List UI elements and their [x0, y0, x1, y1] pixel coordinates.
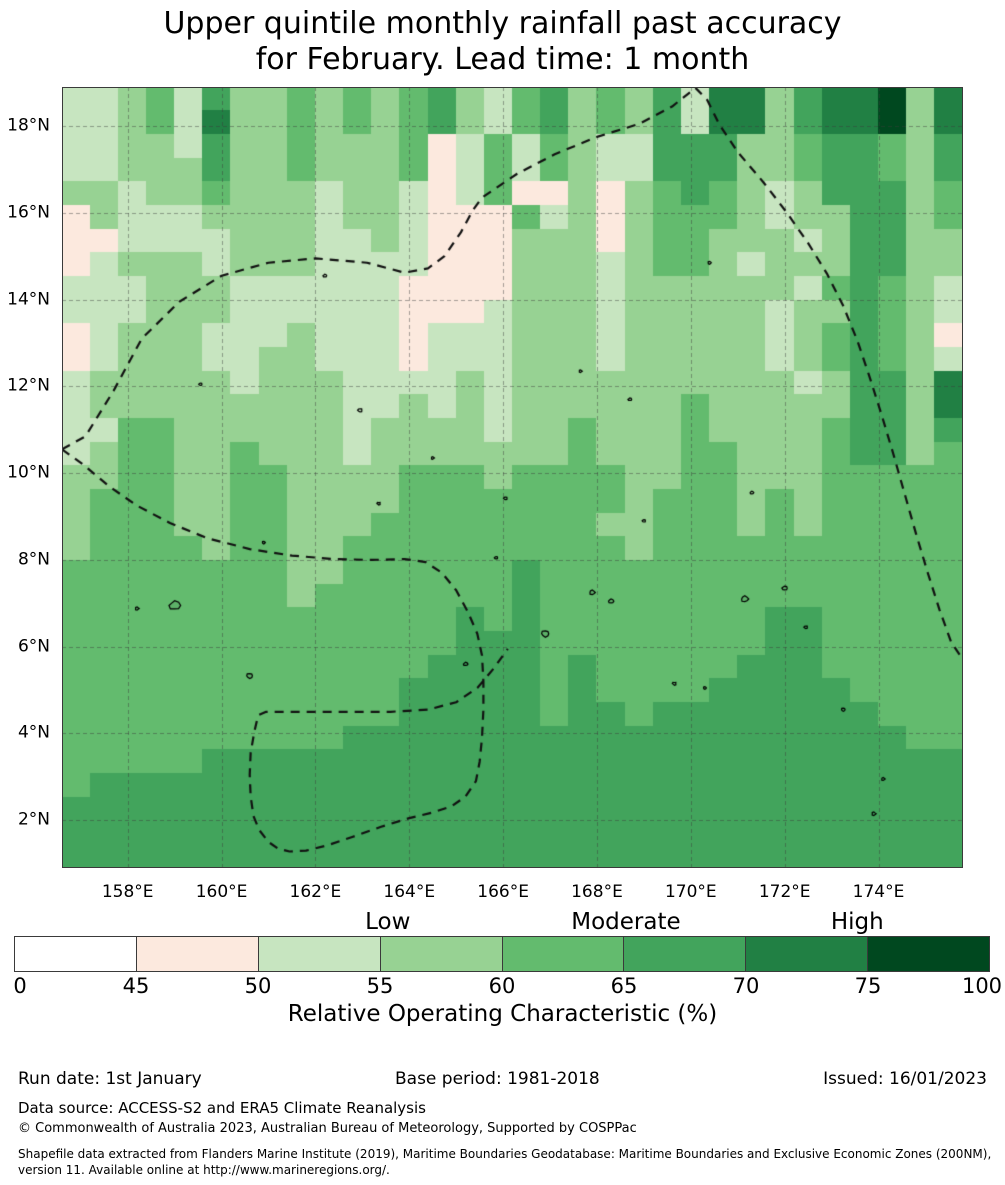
colorbar-segment-6[interactable]: [745, 937, 868, 971]
latitude-tick-18°N: 18°N: [7, 115, 50, 136]
latitude-tick-12°N: 12°N: [7, 375, 50, 396]
issued-date-text: Issued: 16/01/2023: [823, 1069, 987, 1089]
latitude-tick-16°N: 16°N: [7, 202, 50, 223]
footer-primary-row: Run date: 1st January Base period: 1981-…: [0, 1067, 1005, 1091]
colorbar-segment-4[interactable]: [501, 937, 624, 971]
colorbar-category-labels: Low Moderate High: [0, 909, 1005, 935]
longitude-tick-174°E: 174°E: [852, 882, 905, 902]
longitude-tick-166°E: 166°E: [477, 882, 529, 902]
latitude-tick-14°N: 14°N: [7, 289, 50, 310]
colorbar-segment-2[interactable]: [257, 937, 380, 971]
data-source-text: Data source: ACCESS-S2 and ERA5 Climate …: [18, 1099, 426, 1117]
colorbar-tick-55: 55: [366, 974, 394, 998]
colorbar-tick-50: 50: [244, 974, 272, 998]
colorbar-tick-100: 100: [961, 974, 1003, 998]
colorbar-tick-45: 45: [122, 974, 150, 998]
longitude-tick-168°E: 168°E: [571, 882, 623, 902]
latitude-tick-6°N: 6°N: [17, 636, 50, 657]
colorbar-tick-labels: 0 45 50 55 60 65 70 75 100: [0, 974, 1005, 998]
longitude-tick-158°E: 158°E: [101, 882, 154, 902]
page-title: Upper quintile monthly rainfall past acc…: [163, 6, 842, 77]
copyright-text: © Commonwealth of Australia 2023, Austra…: [18, 1121, 637, 1136]
colorbar-tick-75: 75: [854, 974, 882, 998]
latitude-tick-10°N: 10°N: [7, 462, 50, 483]
heatmap-canvas[interactable]: [62, 87, 963, 868]
longitude-tick-160°E: 160°E: [195, 882, 248, 902]
rainfall-accuracy-map[interactable]: [62, 87, 963, 868]
colorbar-tick-65: 65: [610, 974, 638, 998]
colorbar[interactable]: [14, 936, 990, 972]
longitude-tick-170°E: 170°E: [664, 882, 717, 902]
colorbar-category-moderate: Moderate: [571, 909, 681, 935]
base-period-text: Base period: 1981-2018: [395, 1069, 600, 1089]
colorbar-segment-0[interactable]: [15, 937, 136, 971]
colorbar-segment-3[interactable]: [379, 937, 502, 971]
colorbar-tick-70: 70: [732, 974, 760, 998]
latitude-tick-4°N: 4°N: [17, 722, 50, 743]
colorbar-segment-7[interactable]: [867, 937, 989, 971]
latitude-axis: 2°N 4°N 6°N 8°N 10°N 12°N 14°N 16°N 18°N: [0, 0, 57, 1185]
colorbar-tick-60: 60: [488, 974, 516, 998]
longitude-tick-164°E: 164°E: [383, 882, 436, 902]
run-date-text: Run date: 1st January: [18, 1069, 202, 1089]
colorbar-tick-0: 0: [13, 974, 27, 998]
latitude-tick-8°N: 8°N: [17, 549, 50, 570]
colorbar-category-low: Low: [365, 909, 411, 935]
colorbar-category-high: High: [830, 909, 884, 935]
longitude-tick-172°E: 172°E: [758, 882, 811, 902]
colorbar-segment-1[interactable]: [135, 937, 258, 971]
colorbar-segment-5[interactable]: [623, 937, 746, 971]
longitude-tick-162°E: 162°E: [289, 882, 342, 902]
latitude-tick-2°N: 2°N: [17, 809, 50, 830]
shapefile-attribution-text: Shapefile data extracted from Flanders M…: [18, 1147, 992, 1177]
colorbar-axis-label: Relative Operating Characteristic (%): [287, 1001, 718, 1027]
